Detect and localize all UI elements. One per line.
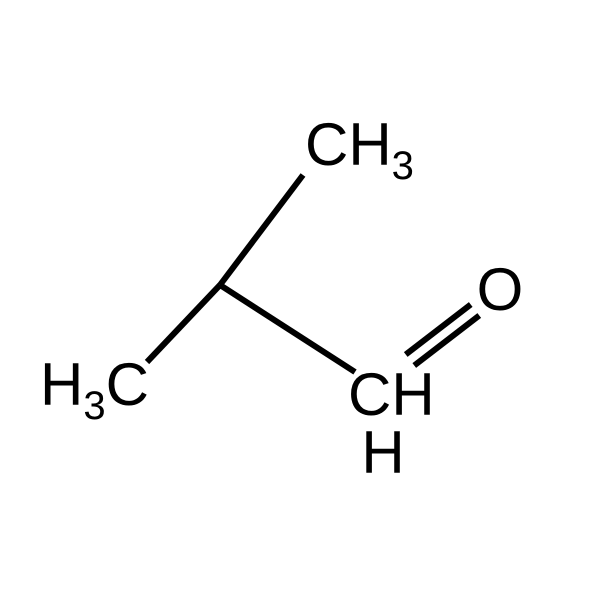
bond-line [220, 285, 355, 372]
atom-label: H3C [40, 351, 149, 428]
atom-label: O [477, 256, 524, 323]
atom-label: H [361, 419, 404, 486]
chemical-structure-diagram: CH3 H3C CHH O [0, 0, 600, 600]
bond-line [220, 175, 303, 285]
atom-label: CH [348, 361, 435, 428]
atom-label: CH3 [305, 111, 414, 188]
bond-line [147, 285, 220, 362]
